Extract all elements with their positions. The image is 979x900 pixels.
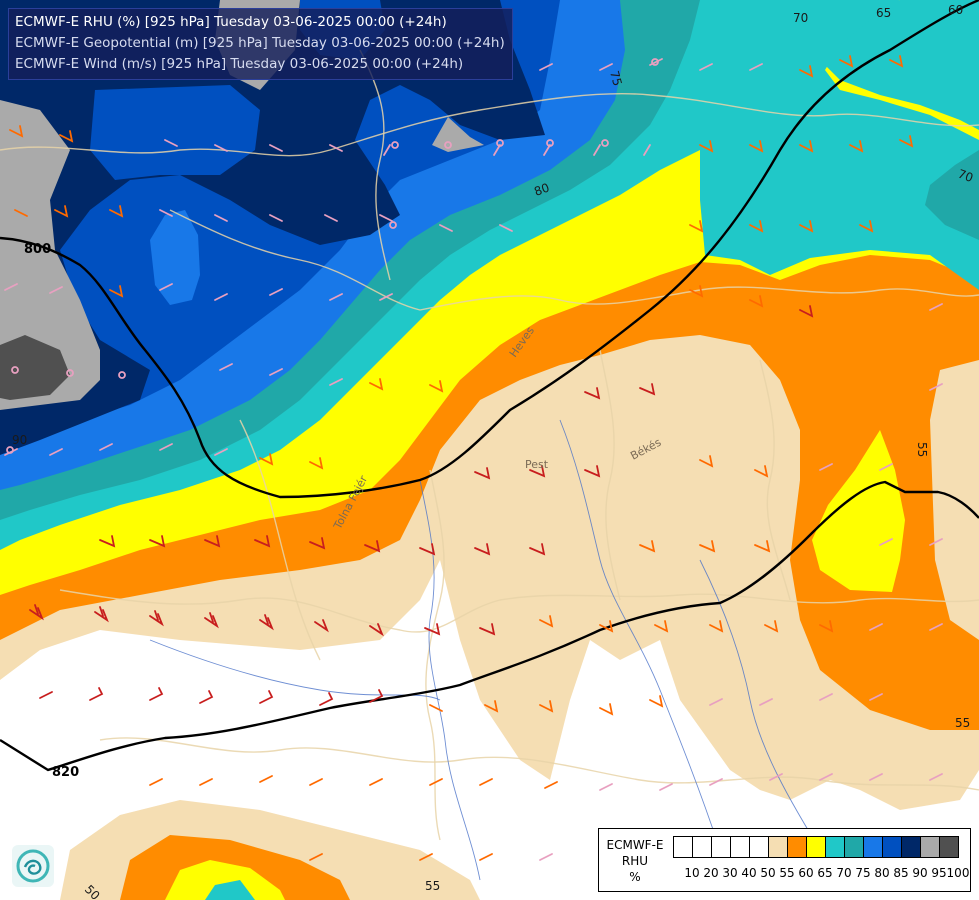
wind-barbs [4,55,943,861]
legend-tick-label: 100 [946,866,970,880]
rh-contour-label: 70 [956,167,975,185]
legend-swatch [692,836,712,858]
legend-swatch [882,836,902,858]
legend-tick-label: 90 [912,866,928,880]
legend-swatch [939,836,959,858]
legend-swatch [901,836,921,858]
geo-800-line [0,0,979,499]
legend-tick-label: 20 [703,866,719,880]
rh-contour-label: 75 [607,69,624,87]
ecmwf-logo-icon [12,845,54,887]
rh-75-area-right [925,150,979,240]
legend-tick-label: 55 [779,866,795,880]
rh-contour-label: 80 [532,180,551,198]
rh-85-island-left [90,85,260,180]
map-header: ECMWF-E RHU (%) [925 hPa] Tuesday 03-06-… [8,8,513,80]
rh-contour-label: 70 [793,11,808,25]
legend-tick-label: 60 [798,866,814,880]
legend-tick-label: 50 [760,866,776,880]
legend-tick-label: 85 [893,866,909,880]
legend-tick-label: 10 [684,866,700,880]
rh-contour-label: 65 [876,6,891,20]
rh-65-area-right [812,430,905,592]
legend-tick-label: 95 [931,866,947,880]
legend-swatch [749,836,769,858]
legend-swatch [863,836,883,858]
legend-swatch [806,836,826,858]
legend-swatch [730,836,750,858]
rh-contour-label: 90 [12,433,27,447]
legend-swatch [711,836,731,858]
header-rhu-line: ECMWF-E RHU (%) [925 hPa] Tuesday 03-06-… [15,14,447,30]
legend-tick-label: 75 [855,866,871,880]
rhu-legend: ECMWF-E RHU % 10 20 30 40 50 55 60 65 70 75 80 85 90… [598,828,971,892]
rh-contour-label: 55 [425,879,440,893]
legend-swatch [673,836,693,858]
rh-contour-label: 55 [915,442,929,457]
rh-70-area-top [700,0,979,290]
legend-swatch [844,836,864,858]
legend-tick-label: 30 [722,866,738,880]
rh-contour-label: 60 [948,3,963,17]
rh-65-area-bottom [165,860,285,900]
rh-80-island [150,210,200,305]
rh-100-area [0,335,70,400]
rh-contour-label: 55 [955,716,970,730]
legend-swatch [768,836,788,858]
place-pest: Pest [525,458,549,471]
geo-820-line [0,480,979,772]
legend-swatch [920,836,940,858]
header-geopotential-line: ECMWF-E Geopotential (m) [925 hPa] Tuesd… [15,35,505,51]
legend-tick-label: 70 [836,866,852,880]
rh-70-area-bottom [205,880,255,900]
legend-title: ECMWF-E RHU % [606,838,664,884]
legend-swatch [787,836,807,858]
legend-tick-label: 65 [817,866,833,880]
legend-tick-label: 80 [874,866,890,880]
geopotential-label: 820 [52,765,79,780]
geopotential-label: 800 [24,242,51,257]
legend-tick-label: 40 [741,866,757,880]
legend-swatch [825,836,845,858]
rh-contour-label: 50 [82,882,103,900]
rh-95-area [0,100,100,410]
header-wind-line: ECMWF-E Wind (m/s) [925 hPa] Tuesday 03-… [15,56,464,72]
geopotential-contours [0,0,979,772]
